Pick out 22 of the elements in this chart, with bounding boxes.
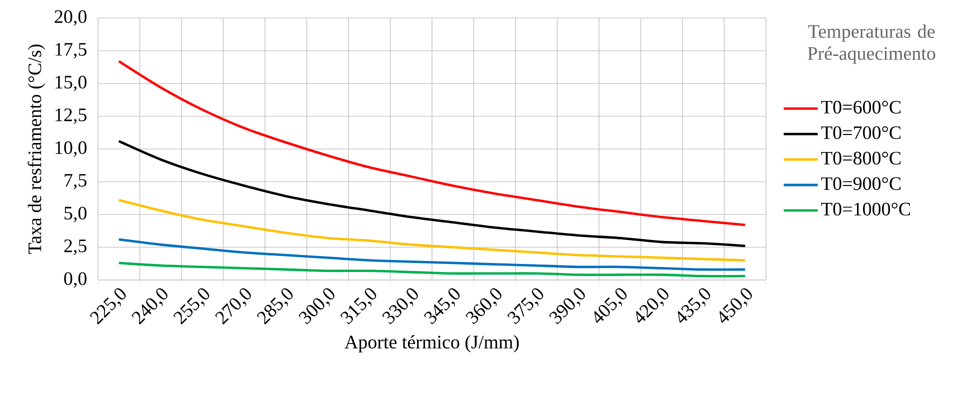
y-tick-label: 15,0 <box>56 76 86 92</box>
line-series <box>118 262 746 278</box>
x-axis-title: Aporte térmico (J/mm) <box>344 335 519 352</box>
y-tick-label: 5,0 <box>64 206 86 222</box>
y-tick-label: 7,5 <box>64 174 86 190</box>
y-tick-label: 20,0 <box>54 10 86 26</box>
line-series <box>118 140 746 248</box>
line-series <box>118 238 746 271</box>
legend-label: T0=600°C <box>821 100 900 114</box>
line-series <box>118 198 746 262</box>
y-tick-label: 10,0 <box>56 141 86 157</box>
line-series <box>118 60 746 226</box>
y-tick-label: 12,5 <box>56 108 86 124</box>
y-tick-label: 0,0 <box>64 272 86 288</box>
legend-title: Temperaturas de Pré-aquecimento <box>808 24 936 64</box>
y-axis-title: Taxa de resfriamento (°C/s) <box>28 44 46 254</box>
y-tick-label: 17,5 <box>56 43 86 58</box>
legend-label: T0=900°C <box>821 177 900 190</box>
legend-label: T0=1000°C <box>821 202 910 216</box>
y-tick-label: 2,5 <box>64 239 86 255</box>
legend-label: T0=700°C <box>821 126 900 140</box>
legend-label: T0=800°C <box>821 152 900 165</box>
